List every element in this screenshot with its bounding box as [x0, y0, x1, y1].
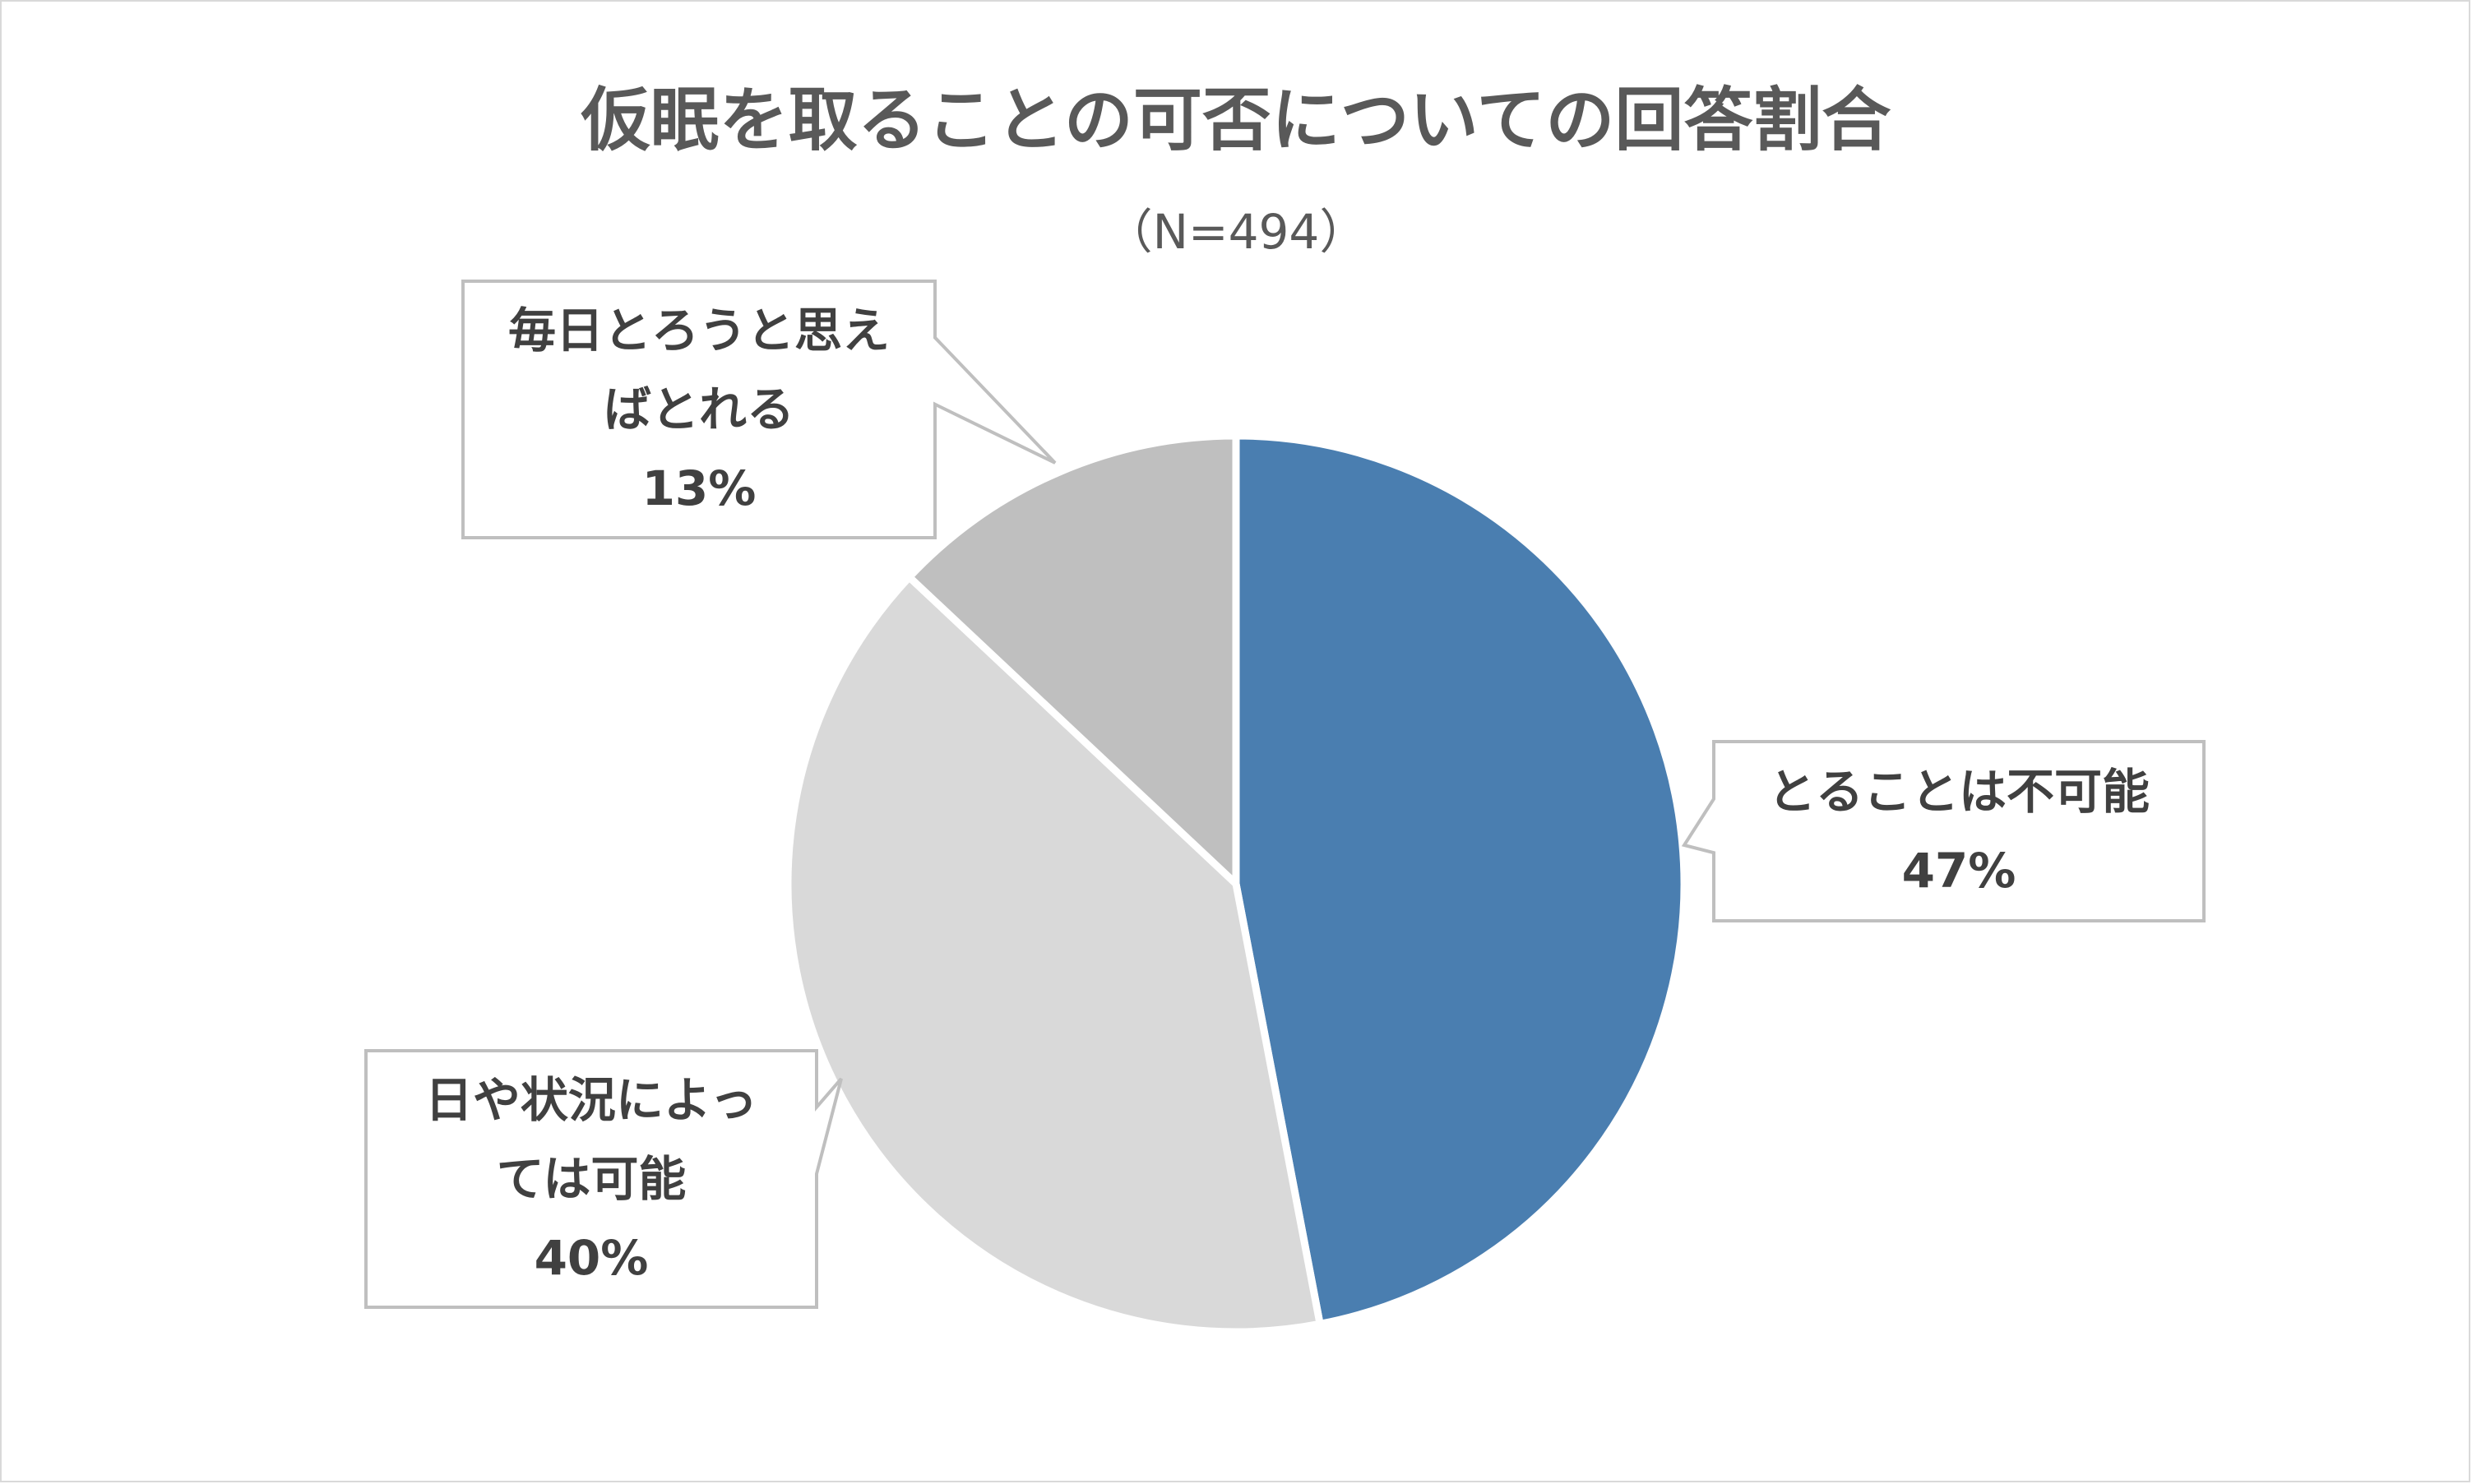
chart-title: 仮眠を取ることの可否についての回答割合 — [581, 80, 1891, 160]
pie-slices — [784, 432, 1688, 1336]
slice-label: とることは不可能 — [1768, 764, 2150, 820]
slice-daily — [905, 432, 1240, 888]
slice-value-label: 40% — [535, 1230, 649, 1286]
slice-label: 毎日とろうと思え — [508, 303, 890, 358]
callout-box — [364, 1049, 843, 1309]
slice-value-label: 13% — [642, 460, 757, 516]
slice-impossible — [1232, 432, 1688, 1328]
slice-label: ばとれる — [604, 381, 794, 437]
slice-value-label: 47% — [1902, 843, 2016, 899]
callout-box — [461, 280, 1057, 539]
chart-subtitle: （N=494） — [1105, 204, 1368, 260]
slice-label: 日や状況によっ — [425, 1072, 757, 1128]
callout-box — [1681, 740, 2206, 922]
slice-depends — [784, 573, 1324, 1336]
slice-label: ては可能 — [497, 1151, 687, 1207]
callout-slice-impossible: とることは不可能 47% — [1681, 740, 2206, 922]
